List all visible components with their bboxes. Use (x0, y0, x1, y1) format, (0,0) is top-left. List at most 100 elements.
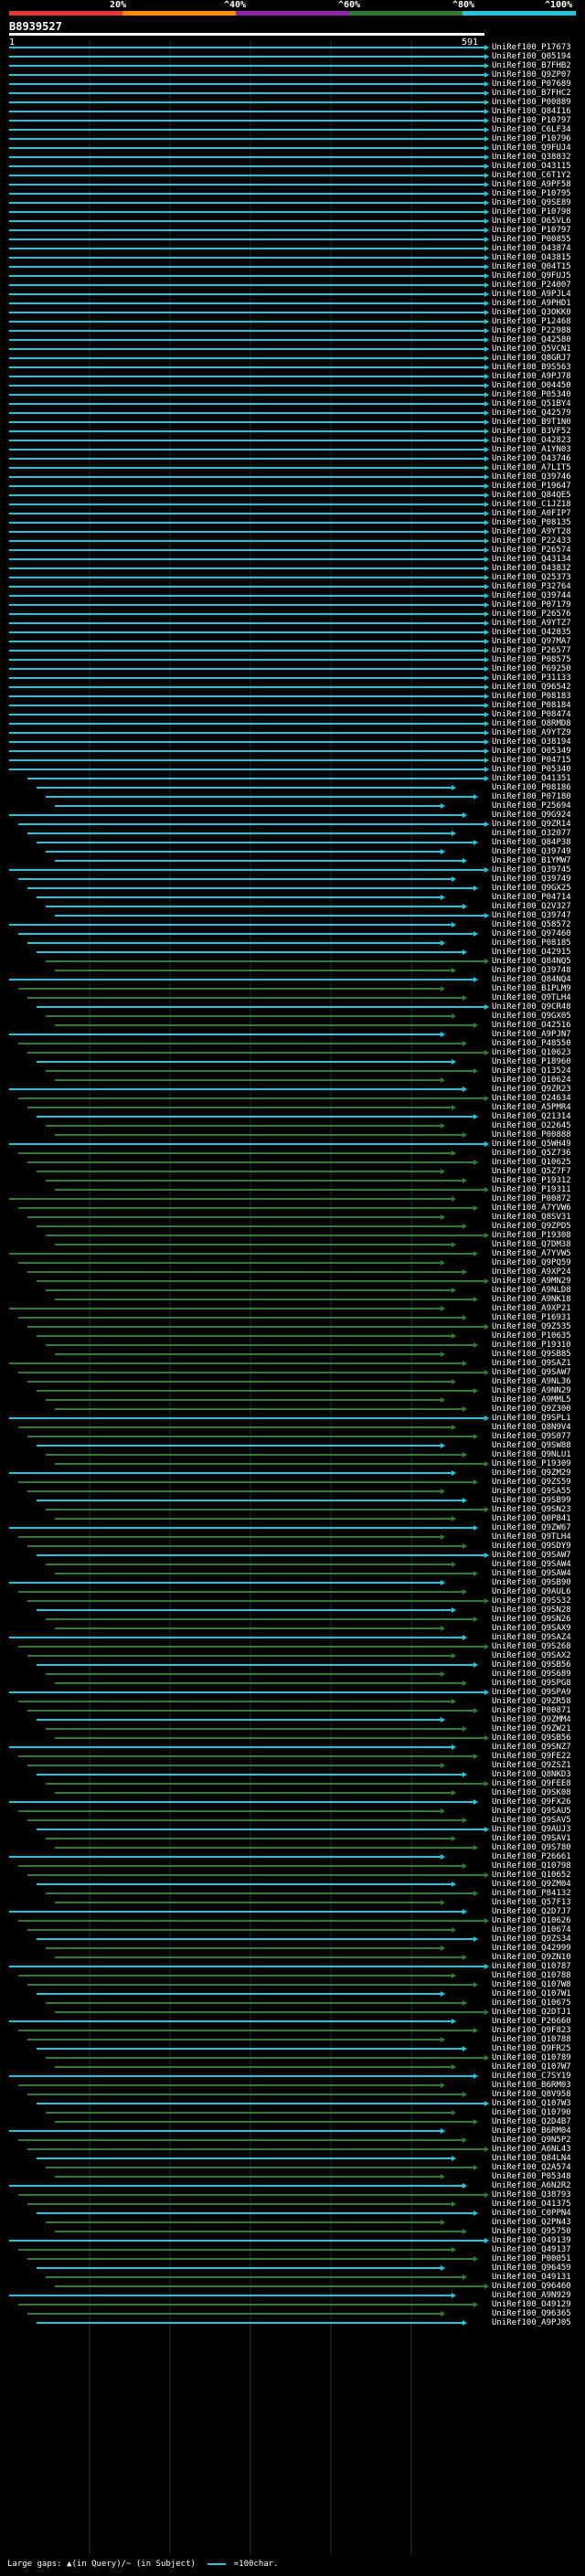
hit-label[interactable]: UniRef100_Q9ZW21 (492, 1724, 571, 1733)
hit-label[interactable]: UniRef100_P12468 (492, 317, 571, 326)
hit-label[interactable]: UniRef100_A9PF58 (492, 180, 571, 189)
hit-label[interactable]: UniRef100_Q10623 (492, 1048, 571, 1057)
hit-label[interactable]: UniRef100_Q8N9V4 (492, 1423, 571, 1432)
hit-label[interactable]: UniRef100_B6RM03 (492, 2081, 571, 2090)
hit-label[interactable]: UniRef100_A5PMR4 (492, 1103, 571, 1112)
hit-label[interactable]: UniRef100_B7FHB2 (492, 61, 571, 70)
hit-label[interactable]: UniRef100_B6RM04 (492, 2126, 571, 2136)
hit-label[interactable]: UniRef100_C0PPN4 (492, 2209, 571, 2218)
hit-label[interactable]: UniRef100_P10797 (492, 116, 571, 125)
hit-label[interactable]: UniRef100_P08186 (492, 783, 571, 792)
hit-label[interactable]: UniRef100_P08184 (492, 701, 571, 710)
hit-label[interactable]: UniRef100_Q107W1 (492, 1989, 571, 1998)
hit-label[interactable]: UniRef100_Q9TLH4 (492, 993, 571, 1002)
hit-label[interactable]: UniRef100_P19312 (492, 1176, 571, 1185)
hit-label[interactable]: UniRef100_Q39745 (492, 865, 571, 875)
hit-label[interactable]: UniRef100_Q9F823 (492, 2026, 571, 2035)
hit-label[interactable]: UniRef100_Q9SB99 (492, 1496, 571, 1505)
hit-label[interactable]: UniRef100_Q9ZR14 (492, 820, 571, 829)
hit-label[interactable]: UniRef100_O41351 (492, 774, 571, 783)
hit-label[interactable]: UniRef100_P22988 (492, 326, 571, 335)
hit-label[interactable]: UniRef100_A9PJL4 (492, 290, 571, 299)
hit-label[interactable]: UniRef100_P48550 (492, 1039, 571, 1048)
hit-label[interactable]: UniRef100_P26660 (492, 2017, 571, 2026)
hit-label[interactable]: UniRef100_Q9AUJ3 (492, 1825, 571, 1834)
hit-label[interactable]: UniRef100_Q05194 (492, 52, 571, 61)
hit-label[interactable]: UniRef100_Q2DTJ1 (492, 2008, 571, 2017)
hit-label[interactable]: UniRef100_P17673 (492, 43, 571, 52)
hit-label[interactable]: UniRef100_A9PHD1 (492, 299, 571, 308)
hit-label[interactable]: UniRef100_P00872 (492, 1194, 571, 1203)
hit-label[interactable]: UniRef100_Q21314 (492, 1112, 571, 1121)
hit-label[interactable]: UniRef100_Q9ZS34 (492, 1935, 571, 1944)
hit-label[interactable]: UniRef100_Q10674 (492, 1925, 571, 1935)
hit-label[interactable]: UniRef100_Q9SB56 (492, 1733, 571, 1743)
hit-label[interactable]: UniRef100_Q84P38 (492, 838, 571, 847)
hit-label[interactable]: UniRef100_Q43134 (492, 555, 571, 564)
hit-label[interactable]: UniRef100_Q9SE89 (492, 198, 571, 207)
hit-label[interactable]: UniRef100_P00871 (492, 1706, 571, 1715)
hit-label[interactable]: UniRef100_P19309 (492, 1459, 571, 1468)
hit-label[interactable]: UniRef100_Q10789 (492, 2053, 571, 2062)
hit-label[interactable]: UniRef100_Q9SW88 (492, 1441, 571, 1450)
hit-label[interactable]: UniRef100_Q5VCN1 (492, 345, 571, 354)
hit-label[interactable]: UniRef100_Q9GX05 (492, 1012, 571, 1021)
hit-label[interactable]: UniRef100_Q10626 (492, 1916, 571, 1925)
hit-label[interactable]: UniRef100_A9N929 (492, 2291, 571, 2300)
hit-label[interactable]: UniRef100_Q9S077 (492, 1432, 571, 1441)
hit-label[interactable]: UniRef100_Q2V327 (492, 902, 571, 911)
hit-label[interactable]: UniRef100_Q9SS32 (492, 1596, 571, 1606)
hit-label[interactable]: UniRef100_Q2D4B7 (492, 2117, 571, 2126)
hit-label[interactable]: UniRef100_A1YN03 (492, 445, 571, 454)
hit-label[interactable]: UniRef100_Q0P841 (492, 1514, 571, 1523)
hit-label[interactable]: UniRef100_Q9CR48 (492, 1002, 571, 1012)
hit-label[interactable]: UniRef100_Q39749 (492, 847, 571, 856)
hit-label[interactable]: UniRef100_Q9SAW7 (492, 1368, 571, 1377)
hit-label[interactable]: UniRef100_P32764 (492, 582, 571, 591)
hit-label[interactable]: UniRef100_P05340 (492, 765, 571, 774)
hit-label[interactable]: UniRef100_A9XP21 (492, 1304, 571, 1313)
hit-label[interactable]: UniRef100_Q10624 (492, 1076, 571, 1085)
hit-label[interactable]: UniRef100_Q8SV31 (492, 1213, 571, 1222)
hit-label[interactable]: UniRef100_Q9ZMM4 (492, 1715, 571, 1724)
hit-label[interactable]: UniRef100_Q9ZS59 (492, 1478, 571, 1487)
hit-label[interactable]: UniRef100_Q9SN28 (492, 1606, 571, 1615)
hit-label[interactable]: UniRef100_P08185 (492, 938, 571, 948)
hit-label[interactable]: UniRef100_A9PJN7 (492, 1030, 571, 1039)
hit-label[interactable]: UniRef100_Q8V958 (492, 2090, 571, 2099)
hit-label[interactable]: UniRef100_Q107W3 (492, 2099, 571, 2108)
hit-label[interactable]: UniRef100_Q9ZM29 (492, 1468, 571, 1478)
hit-label[interactable]: UniRef100_P04714 (492, 893, 571, 902)
hit-label[interactable]: UniRef100_B1YMW7 (492, 856, 571, 865)
hit-label[interactable]: UniRef100_O42823 (492, 436, 571, 445)
hit-label[interactable]: UniRef100_O65VL6 (492, 217, 571, 226)
hit-label[interactable]: UniRef100_Q9FUJ4 (492, 143, 571, 153)
hit-label[interactable]: UniRef100_O24634 (492, 1094, 571, 1103)
hit-label[interactable]: UniRef100_Q9Z300 (492, 1405, 571, 1414)
hit-label[interactable]: UniRef100_Q9G924 (492, 811, 571, 820)
hit-label[interactable]: UniRef100_Q9SAV5 (492, 1816, 571, 1825)
hit-label[interactable]: UniRef100_Q9S268 (492, 1642, 571, 1651)
hit-label[interactable]: UniRef100_P26574 (492, 546, 571, 555)
hit-label[interactable]: UniRef100_O22645 (492, 1121, 571, 1130)
hit-label[interactable]: UniRef100_O43874 (492, 244, 571, 253)
hit-label[interactable]: UniRef100_C1JZ18 (492, 500, 571, 509)
hit-label[interactable]: UniRef100_B3VF52 (492, 427, 571, 436)
hit-label[interactable]: UniRef100_A9PJ78 (492, 372, 571, 381)
hit-label[interactable]: UniRef100_Q10788 (492, 1971, 571, 1980)
hit-label[interactable]: UniRef100_A9NL36 (492, 1377, 571, 1386)
hit-label[interactable]: UniRef100_Q51BY4 (492, 399, 571, 408)
hit-label[interactable]: UniRef100_Q9FUJ5 (492, 271, 571, 281)
hit-label[interactable]: UniRef100_Q9SAZ1 (492, 1359, 571, 1368)
hit-label[interactable]: UniRef100_Q97460 (492, 929, 571, 938)
hit-label[interactable]: UniRef100_P00855 (492, 235, 571, 244)
hit-label[interactable]: UniRef100_P31133 (492, 673, 571, 683)
hit-label[interactable]: UniRef100_Q10675 (492, 1998, 571, 2008)
hit-label[interactable]: UniRef100_P04715 (492, 756, 571, 765)
hit-label[interactable]: UniRef100_Q9FEE8 (492, 1779, 571, 1788)
hit-label[interactable]: UniRef100_P07180 (492, 792, 571, 801)
hit-label[interactable]: UniRef100_P19310 (492, 1341, 571, 1350)
hit-label[interactable]: UniRef100_Q9ZN10 (492, 1953, 571, 1962)
hit-label[interactable]: UniRef100_Q5Z7F7 (492, 1167, 571, 1176)
hit-label[interactable]: UniRef100_P10797 (492, 226, 571, 235)
